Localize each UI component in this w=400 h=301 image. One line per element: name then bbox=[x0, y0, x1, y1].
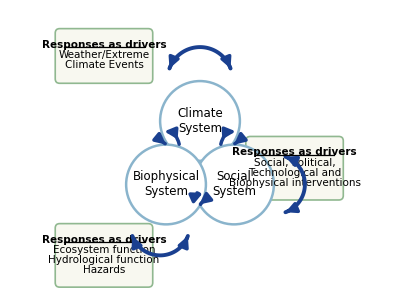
FancyArrowPatch shape bbox=[154, 134, 165, 144]
FancyBboxPatch shape bbox=[246, 136, 343, 200]
FancyArrowPatch shape bbox=[200, 194, 212, 204]
FancyBboxPatch shape bbox=[55, 224, 153, 287]
Circle shape bbox=[194, 144, 274, 224]
Text: Climate
System: Climate System bbox=[177, 107, 223, 135]
FancyArrowPatch shape bbox=[221, 128, 232, 144]
Text: Responses as drivers: Responses as drivers bbox=[42, 39, 166, 50]
FancyBboxPatch shape bbox=[55, 29, 153, 83]
Text: Climate Events: Climate Events bbox=[64, 60, 144, 70]
Text: Responses as drivers: Responses as drivers bbox=[42, 234, 166, 244]
Text: Biophysical interventions: Biophysical interventions bbox=[228, 178, 360, 188]
FancyArrowPatch shape bbox=[235, 134, 246, 144]
Circle shape bbox=[126, 144, 206, 224]
Text: Responses as drivers: Responses as drivers bbox=[232, 147, 357, 157]
Text: Hazards: Hazards bbox=[83, 265, 125, 275]
FancyArrowPatch shape bbox=[168, 128, 179, 144]
Text: Ecosystem function: Ecosystem function bbox=[53, 246, 155, 256]
Circle shape bbox=[160, 81, 240, 161]
Text: Hydrological function: Hydrological function bbox=[48, 255, 160, 265]
FancyArrowPatch shape bbox=[190, 193, 200, 202]
Text: Weather/Extreme: Weather/Extreme bbox=[58, 51, 150, 61]
Text: Biophysical
System: Biophysical System bbox=[132, 170, 200, 198]
Text: Social
System: Social System bbox=[212, 170, 256, 198]
Text: Technological and: Technological and bbox=[248, 168, 341, 178]
Text: Social, Political,: Social, Political, bbox=[254, 158, 335, 168]
